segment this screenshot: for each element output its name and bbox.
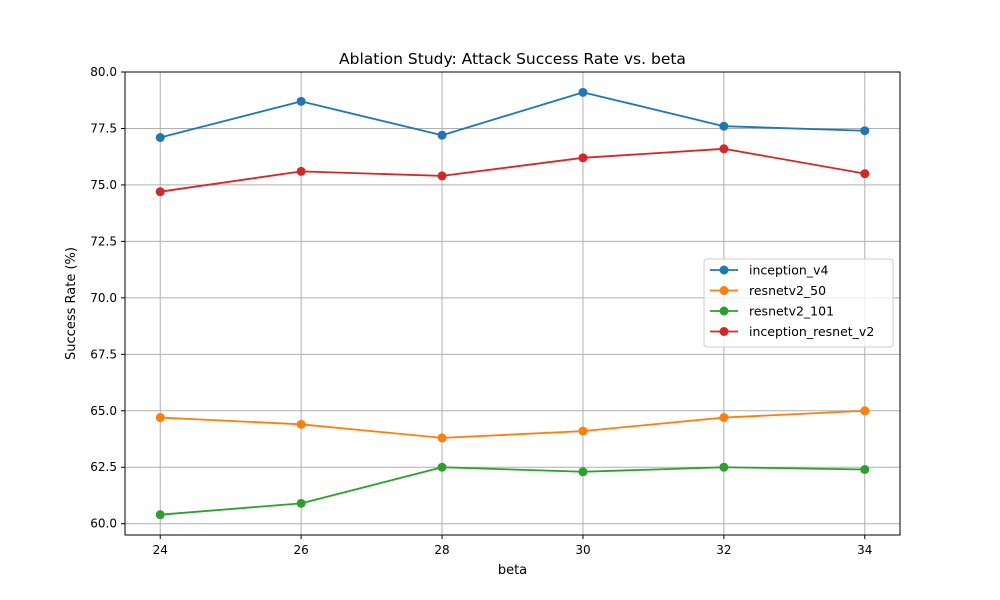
axis-ticks: 24 26 28 30 32 34 60.0 62.5 65.0 67.5 70.0 72.5 75.0… (90, 65, 872, 557)
data-point (437, 130, 447, 140)
legend-frame (703, 258, 894, 348)
series-resnetv2_101 (155, 462, 870, 520)
data-point (860, 406, 870, 416)
data-point (578, 153, 588, 163)
series-layer (155, 87, 870, 520)
y-tick-label: 77.5 (90, 121, 117, 135)
series-line (160, 466, 865, 516)
data-point (437, 462, 447, 472)
legend-label: inception_v4 (749, 263, 828, 278)
data-point (719, 413, 729, 423)
data-point (155, 187, 165, 197)
legend-label: inception_resnet_v2 (749, 324, 874, 339)
series-resnetv2_50 (155, 406, 870, 443)
x-tick-label: 32 (716, 543, 731, 557)
y-tick-label: 80.0 (90, 65, 117, 79)
y-tick-label: 75.0 (90, 178, 117, 192)
data-point (578, 467, 588, 477)
y-tick-label: 72.5 (90, 234, 117, 248)
legend-item: resnetv2_101 (710, 304, 834, 319)
data-point (296, 96, 306, 106)
x-tick-label: 26 (293, 543, 308, 557)
legend-item: resnetv2_50 (710, 283, 826, 298)
data-point (860, 465, 870, 475)
data-point (155, 413, 165, 423)
data-point (296, 498, 306, 508)
series-line (160, 409, 865, 439)
data-point (860, 126, 870, 136)
data-point (437, 433, 447, 443)
series-line (160, 91, 865, 139)
x-axis-label: beta (498, 563, 527, 578)
series-inception_v4 (155, 87, 870, 142)
x-tick-label: 28 (434, 543, 449, 557)
legend-marker (719, 306, 729, 316)
data-point (296, 419, 306, 429)
data-point (719, 462, 729, 472)
data-point (155, 510, 165, 520)
chart-title: Ablation Study: Attack Success Rate vs. … (339, 50, 686, 68)
x-tick-label: 24 (153, 543, 168, 557)
series-inception_resnet_v2 (155, 144, 870, 197)
data-point (437, 171, 447, 181)
data-point (860, 169, 870, 179)
data-point (719, 121, 729, 131)
y-tick-label: 65.0 (90, 404, 117, 418)
x-tick-label: 30 (575, 543, 590, 557)
data-point (719, 144, 729, 154)
legend-label: resnetv2_50 (749, 283, 826, 298)
data-point (296, 166, 306, 176)
legend-marker (719, 327, 729, 336)
y-tick-label: 62.5 (90, 460, 117, 474)
legend-marker (719, 286, 729, 295)
data-point (578, 426, 588, 436)
legend-item: inception_v4 (710, 263, 828, 278)
plot-area-frame (124, 71, 901, 536)
y-tick-label: 67.5 (90, 347, 117, 361)
y-axis-label: Success Rate (%) (64, 247, 79, 360)
y-tick-label: 70.0 (90, 291, 117, 305)
x-tick-label: 34 (857, 543, 872, 557)
data-point (155, 132, 165, 142)
legend-marker (719, 265, 729, 275)
y-tick-label: 60.0 (90, 517, 117, 531)
series-line (160, 147, 865, 193)
legend-label: resnetv2_101 (749, 304, 834, 319)
legend: inception_v4 resnetv2_50 resnetv2_101incep… (703, 258, 894, 348)
data-point (578, 87, 588, 97)
legend-item: inception_resnet_v2 (710, 324, 874, 339)
